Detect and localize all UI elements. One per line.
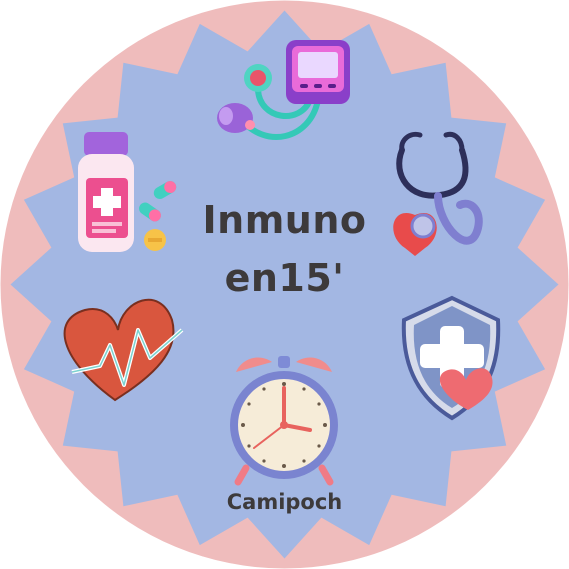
medicine-bottle-icon — [78, 132, 177, 252]
stethoscope-icon — [393, 131, 483, 256]
author-name: Camipoch — [226, 490, 343, 514]
badge-title-line-1: Inmuno — [202, 198, 367, 242]
starburst — [10, 10, 559, 559]
heartbeat-icon — [63, 298, 184, 402]
alarm-clock-icon — [230, 356, 338, 486]
shield-cross-icon — [401, 295, 501, 421]
blood-pressure-monitor-icon — [217, 40, 350, 140]
badge-title-line-2: en15' — [224, 256, 345, 300]
